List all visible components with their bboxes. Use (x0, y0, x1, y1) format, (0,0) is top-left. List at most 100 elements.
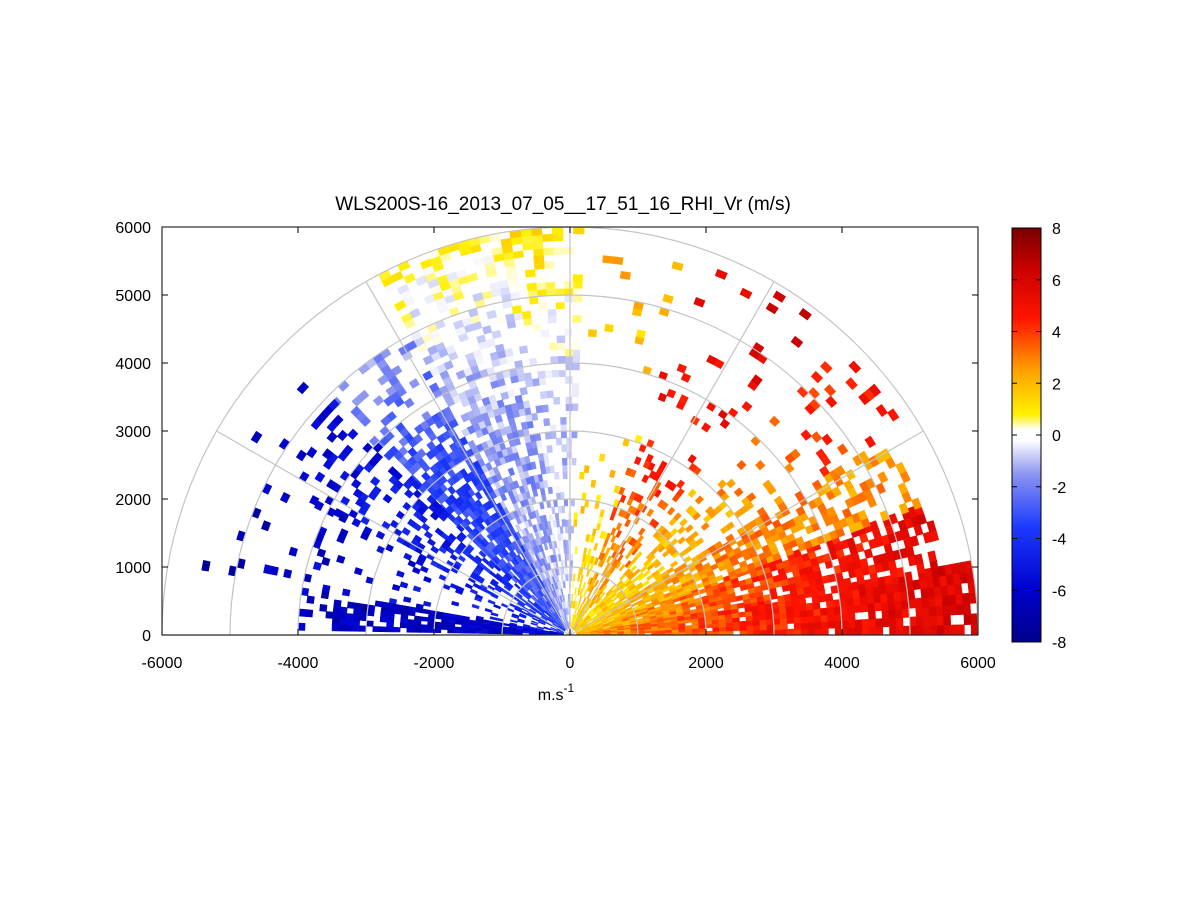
velocity-cell (333, 599, 342, 608)
velocity-cell (786, 617, 795, 624)
velocity-cell (657, 565, 666, 574)
velocity-cell (574, 546, 579, 555)
velocity-cell (772, 612, 781, 620)
velocity-cell (793, 628, 802, 635)
velocity-cell (552, 458, 559, 467)
velocity-cell (673, 512, 682, 522)
velocity-cell (537, 370, 546, 379)
velocity-cell (570, 478, 576, 486)
velocity-cell (430, 545, 440, 554)
radial-velocity-cells (201, 227, 978, 635)
velocity-cell (752, 624, 761, 631)
velocity-cell (385, 385, 397, 397)
velocity-cell (421, 471, 431, 482)
velocity-cell (571, 389, 579, 398)
velocity-cell (421, 410, 432, 422)
velocity-cell (901, 607, 910, 618)
velocity-cell (798, 307, 812, 321)
velocity-cell (365, 620, 374, 627)
velocity-cell (560, 417, 567, 425)
velocity-cell (678, 394, 689, 405)
velocity-cell (366, 609, 375, 617)
velocity-cell (440, 625, 449, 631)
velocity-cell (426, 538, 436, 547)
velocity-cell (567, 593, 570, 602)
velocity-cell (572, 600, 576, 609)
velocity-cell (776, 594, 786, 603)
velocity-cell (558, 369, 566, 378)
velocity-cell (359, 614, 368, 622)
velocity-cell (537, 453, 545, 462)
velocity-cell (779, 611, 788, 619)
velocity-cell (474, 596, 483, 603)
velocity-cell (556, 342, 566, 351)
velocity-cell (555, 437, 563, 446)
velocity-cell (387, 466, 398, 477)
velocity-cell (599, 591, 606, 599)
velocity-cell (879, 592, 889, 603)
velocity-cell (407, 559, 417, 568)
velocity-cell (564, 349, 573, 357)
velocity-cell (834, 465, 846, 477)
velocity-cell (351, 517, 362, 528)
velocity-cell (404, 488, 414, 499)
velocity-cell (408, 378, 420, 389)
velocity-cell (540, 329, 550, 338)
velocity-cell (494, 631, 503, 635)
velocity-cell (936, 615, 945, 626)
velocity-cell (715, 574, 724, 582)
velocity-cell (353, 608, 362, 616)
velocity-cell (544, 274, 555, 283)
velocity-cell (355, 497, 366, 508)
x-tick-label: 4000 (824, 655, 860, 672)
velocity-cell (531, 241, 544, 250)
velocity-cell (842, 577, 852, 587)
velocity-cell (263, 564, 273, 575)
velocity-cell (493, 604, 501, 610)
velocity-cell (474, 630, 483, 634)
velocity-cell (587, 608, 593, 616)
velocity-cell (423, 576, 432, 583)
velocity-cell (565, 410, 573, 418)
velocity-cell (855, 626, 863, 635)
velocity-cell (566, 444, 573, 452)
velocity-cell (453, 262, 466, 273)
velocity-cell (447, 629, 455, 634)
velocity-cell (698, 627, 707, 632)
velocity-cell (836, 443, 849, 456)
velocity-cell (399, 622, 408, 629)
velocity-cell (549, 342, 558, 351)
velocity-cell (508, 631, 517, 635)
velocity-cell (572, 287, 583, 296)
velocity-cell (780, 623, 788, 630)
velocity-cell (651, 558, 660, 567)
velocity-cell (950, 624, 958, 635)
velocity-cell (515, 632, 523, 635)
velocity-cell (848, 627, 856, 635)
velocity-cell (455, 588, 464, 595)
velocity-cell (471, 603, 480, 610)
velocity-cell (827, 620, 836, 629)
velocity-cell (841, 627, 850, 635)
velocity-cell (921, 596, 930, 608)
velocity-cell (486, 309, 497, 320)
velocity-cell (658, 460, 668, 470)
velocity-cell (549, 424, 557, 433)
velocity-cell (566, 437, 573, 445)
velocity-cell (751, 374, 763, 386)
velocity-cell (562, 471, 568, 480)
velocity-cell (756, 506, 767, 517)
velocity-cell (571, 580, 574, 588)
velocity-cell (599, 509, 605, 518)
velocity-cell (773, 495, 784, 506)
velocity-cell (571, 430, 578, 439)
velocity-cell (420, 628, 428, 633)
velocity-cell (719, 630, 727, 635)
velocity-cell (942, 604, 951, 616)
velocity-cell (693, 297, 706, 308)
velocity-cell (538, 309, 549, 318)
velocity-cell (572, 247, 584, 255)
velocity-cell (846, 597, 855, 607)
velocity-cell (564, 525, 569, 534)
velocity-cell (407, 610, 416, 617)
